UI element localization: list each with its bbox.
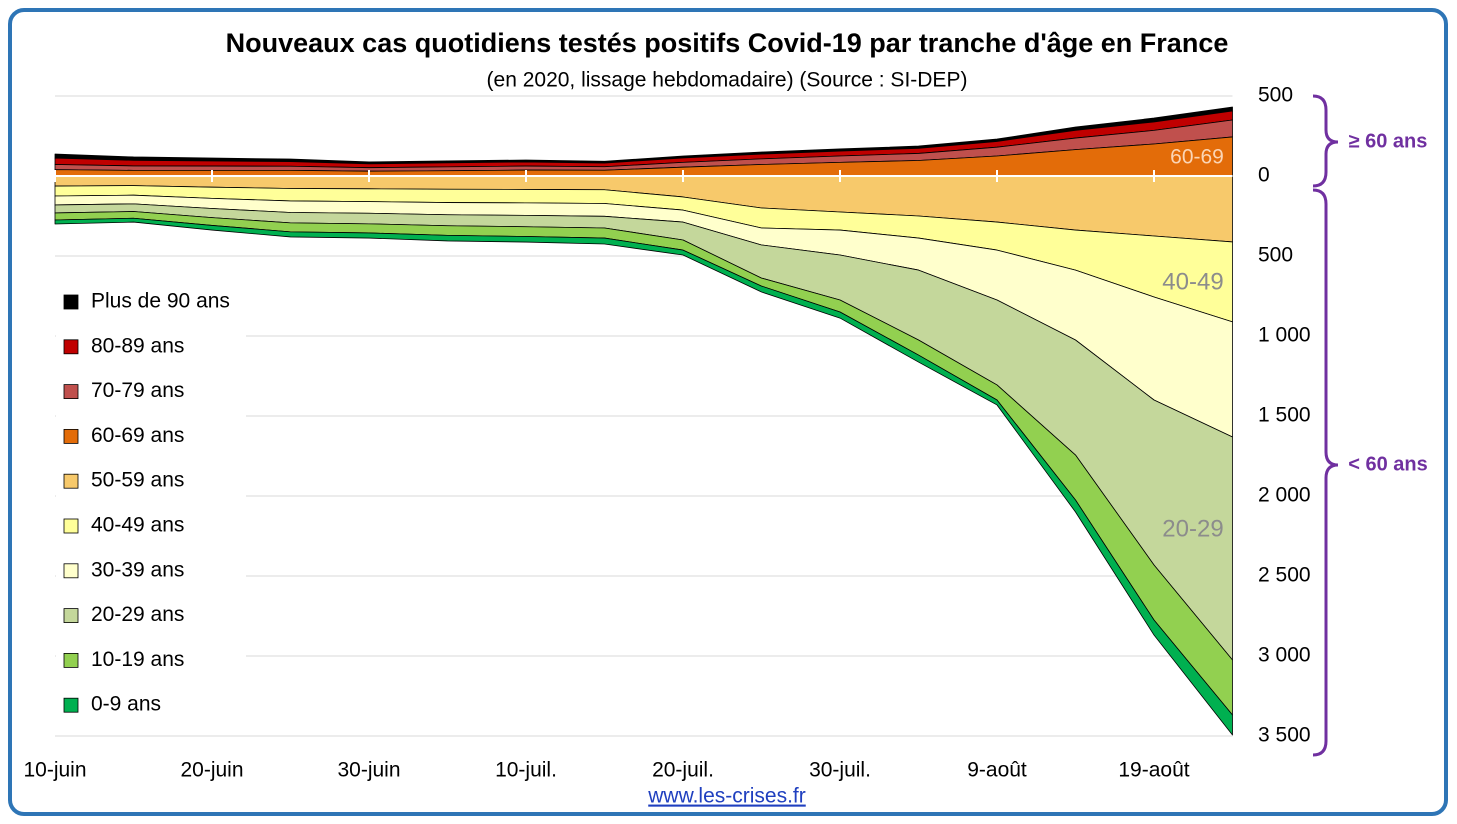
x-tick-label: 10-juin xyxy=(23,759,86,782)
y-tick-label: 2 000 xyxy=(1258,484,1311,507)
legend-swatch xyxy=(63,473,79,489)
legend-box xyxy=(56,282,246,724)
legend-label: Plus de 90 ans xyxy=(91,290,230,313)
legend-swatch xyxy=(63,339,79,355)
x-tick-label: 10-juil. xyxy=(495,759,557,782)
y-tick-label: 1 500 xyxy=(1258,404,1311,427)
x-tick-label: 30-juil. xyxy=(809,759,871,782)
x-tick-label: 20-juil. xyxy=(652,759,714,782)
legend-swatch xyxy=(63,518,79,534)
y-tick-label: 500 xyxy=(1258,84,1293,107)
area xyxy=(54,217,1233,736)
chart-title: Nouveaux cas quotidiens testés positifs … xyxy=(226,28,1229,58)
y-tick-label: 3 500 xyxy=(1258,724,1311,747)
x-tick-label: 9-août xyxy=(967,759,1027,782)
footer-link[interactable]: www.les-crises.fr xyxy=(647,785,806,808)
legend-swatch xyxy=(63,384,79,400)
legend-label: 20-29 ans xyxy=(91,603,184,626)
bracket-label: ≥ 60 ans xyxy=(1349,130,1428,152)
legend-label: 70-79 ans xyxy=(91,379,184,402)
bracket xyxy=(1312,188,1339,757)
y-tick-label: 2 500 xyxy=(1258,564,1311,587)
legend-swatch xyxy=(63,697,79,713)
chart-subtitle: (en 2020, lissage hebdomadaire) (Source … xyxy=(487,69,968,92)
legend-label: 10-19 ans xyxy=(91,648,184,671)
legend-swatch xyxy=(63,608,79,623)
area-label: 20-29 xyxy=(1162,515,1223,542)
y-tick-label: 3 000 xyxy=(1258,644,1311,667)
legend-swatch xyxy=(63,428,79,444)
legend-label: 30-39 ans xyxy=(91,558,184,581)
plot-area xyxy=(54,95,1233,737)
x-tick-label: 20-juin xyxy=(180,759,243,782)
legend-label: 80-89 ans xyxy=(91,334,184,357)
legend-swatch xyxy=(63,294,79,310)
legend-swatch xyxy=(63,653,79,668)
bracket xyxy=(1312,94,1339,188)
legend-label: 40-49 ans xyxy=(91,514,184,537)
y-tick-label: 1 000 xyxy=(1258,324,1311,347)
x-tick-label: 30-juin xyxy=(337,759,400,782)
area-label: 40-49 xyxy=(1162,268,1223,295)
area-label: 60-69 xyxy=(1170,146,1224,169)
x-tick-label: 19-août xyxy=(1118,759,1189,782)
y-tick-label: 500 xyxy=(1258,244,1293,267)
legend-swatch xyxy=(63,563,79,579)
bracket-label: < 60 ans xyxy=(1348,453,1428,475)
legend-label: 60-69 ans xyxy=(91,424,184,447)
legend-label: 50-59 ans xyxy=(91,469,184,492)
y-tick-label: 0 xyxy=(1258,164,1270,187)
legend-label: 0-9 ans xyxy=(91,693,161,716)
